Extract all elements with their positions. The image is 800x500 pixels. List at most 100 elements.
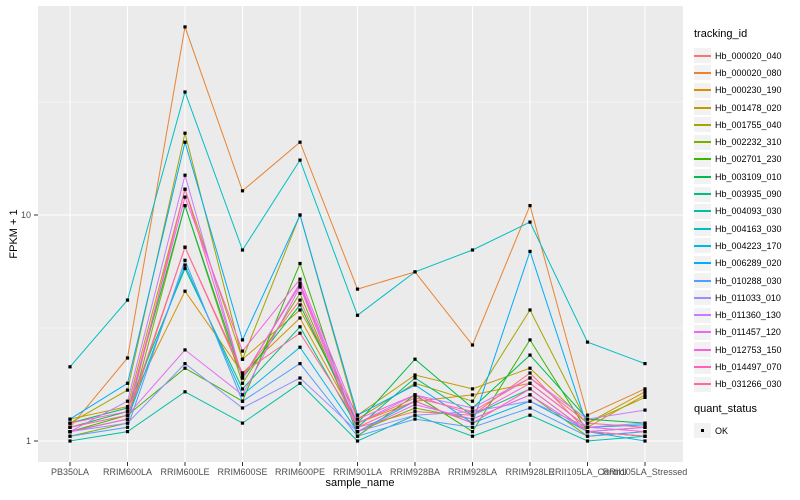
x-tick-label: RRII105LA_Stressed bbox=[603, 467, 688, 477]
data-point-marker bbox=[643, 362, 647, 366]
data-point-marker bbox=[183, 140, 187, 144]
data-point-marker bbox=[355, 413, 360, 417]
data-point-marker bbox=[240, 357, 245, 361]
data-point-marker bbox=[413, 399, 417, 403]
legend-entry-label: Hb_004223_170 bbox=[715, 240, 782, 251]
data-point-marker bbox=[470, 399, 475, 403]
data-point-marker bbox=[355, 434, 360, 438]
data-point-marker bbox=[470, 417, 475, 421]
data-point-marker bbox=[298, 325, 302, 329]
data-point-marker bbox=[470, 409, 475, 414]
x-tick-label: RRIM600LA bbox=[103, 467, 152, 477]
data-point-marker bbox=[528, 381, 532, 385]
data-point-marker bbox=[413, 413, 417, 417]
legend-key-line-icon bbox=[694, 324, 711, 340]
legend-entry: Hb_031266_030 bbox=[694, 376, 798, 393]
data-point-marker bbox=[643, 421, 647, 425]
legend-entry-ok: OK bbox=[694, 422, 798, 439]
x-tick-label: RRIM928LA bbox=[448, 467, 497, 477]
data-point-marker bbox=[298, 291, 302, 295]
legend-entry: Hb_000230_190 bbox=[694, 82, 798, 99]
data-point-marker bbox=[413, 270, 417, 274]
legend-entries: Hb_000020_040 Hb_000020_080 Hb_000230_190 H… bbox=[694, 47, 798, 393]
legend-entry-label: Hb_001755_040 bbox=[715, 119, 782, 130]
data-point-marker bbox=[240, 387, 245, 391]
data-point-marker bbox=[643, 387, 647, 391]
legend-entry-label: Hb_010288_030 bbox=[715, 275, 782, 286]
data-point-marker bbox=[125, 421, 130, 425]
data-point-marker bbox=[528, 366, 532, 370]
data-point-marker bbox=[183, 90, 187, 94]
data-point-marker bbox=[240, 376, 245, 380]
x-tick-label: RRIM928LE bbox=[505, 467, 554, 477]
data-point-marker bbox=[298, 381, 302, 385]
data-point-marker bbox=[643, 393, 647, 397]
data-point-marker bbox=[183, 25, 187, 29]
legend-entry: Hb_001478_020 bbox=[694, 99, 798, 116]
legend-key-line-icon bbox=[694, 290, 711, 306]
legend-key-line-icon bbox=[694, 376, 711, 392]
legend-entry: Hb_006289_020 bbox=[694, 255, 798, 272]
data-point-marker bbox=[298, 158, 302, 162]
legend-entry: Hb_003935_090 bbox=[694, 185, 798, 202]
data-point-marker bbox=[470, 387, 475, 391]
legend-key-line-icon bbox=[694, 238, 711, 254]
data-point-marker bbox=[240, 349, 245, 353]
data-point-marker bbox=[183, 362, 187, 366]
legend-entry-label: Hb_031266_030 bbox=[715, 379, 782, 390]
data-point-marker bbox=[298, 308, 302, 312]
legend-entry: Hb_004223_170 bbox=[694, 237, 798, 254]
data-point-marker bbox=[183, 195, 187, 199]
data-point-marker bbox=[240, 371, 245, 375]
data-point-marker bbox=[183, 245, 187, 249]
data-point-marker bbox=[298, 376, 302, 380]
data-point-marker bbox=[528, 371, 532, 375]
legend-key-line-icon bbox=[694, 117, 711, 133]
x-tick-label: RRII105LA_Control bbox=[548, 467, 626, 477]
data-point-marker bbox=[470, 421, 475, 425]
data-point-marker bbox=[585, 434, 590, 438]
data-point-marker bbox=[240, 373, 245, 378]
data-point-marker bbox=[68, 430, 72, 434]
data-point-marker bbox=[643, 434, 647, 438]
data-point-marker bbox=[68, 421, 72, 425]
legend-key-line-icon bbox=[694, 307, 711, 323]
data-point-marker bbox=[183, 366, 187, 370]
data-point-marker bbox=[68, 425, 72, 429]
data-point-marker bbox=[585, 421, 590, 425]
data-point-marker bbox=[298, 285, 302, 289]
legend-key-line-icon bbox=[694, 151, 711, 167]
x-tick-label: PB350LA bbox=[51, 467, 89, 477]
legend-entry-label: Hb_004163_030 bbox=[715, 223, 782, 234]
data-point-marker bbox=[470, 430, 475, 434]
data-point-marker bbox=[240, 393, 245, 397]
data-point-marker bbox=[183, 187, 187, 191]
data-point-marker bbox=[585, 430, 590, 434]
legend-entry: Hb_004093_030 bbox=[694, 203, 798, 220]
data-point-marker bbox=[528, 406, 532, 410]
legend-entry-label: Hb_012753_150 bbox=[715, 344, 782, 355]
data-point-marker bbox=[183, 289, 187, 293]
legend-entry-label: Hb_006289_020 bbox=[715, 258, 782, 269]
legend-entry: Hb_002232_310 bbox=[694, 133, 798, 150]
data-point-marker bbox=[355, 430, 360, 434]
legend: tracking_id Hb_000020_040 Hb_000020_080 Hb… bbox=[694, 28, 798, 439]
legend-entry: Hb_010288_030 bbox=[694, 272, 798, 289]
data-point-marker bbox=[528, 220, 532, 224]
legend-entry: Hb_003109_010 bbox=[694, 168, 798, 185]
data-point-marker bbox=[298, 345, 302, 349]
legend-entry-label: Hb_011360_130 bbox=[715, 310, 781, 321]
data-point-marker bbox=[125, 406, 130, 410]
data-point-marker bbox=[240, 406, 245, 410]
data-point-marker bbox=[298, 362, 302, 366]
data-point-marker bbox=[355, 417, 360, 421]
data-point-marker bbox=[355, 439, 360, 443]
data-point-marker bbox=[183, 173, 187, 177]
legend-key-line-icon bbox=[694, 255, 711, 271]
data-point-marker bbox=[355, 421, 360, 425]
data-point-marker bbox=[585, 425, 590, 429]
data-point-marker bbox=[413, 396, 417, 400]
data-point-marker bbox=[643, 439, 647, 443]
data-point-marker bbox=[643, 430, 647, 434]
